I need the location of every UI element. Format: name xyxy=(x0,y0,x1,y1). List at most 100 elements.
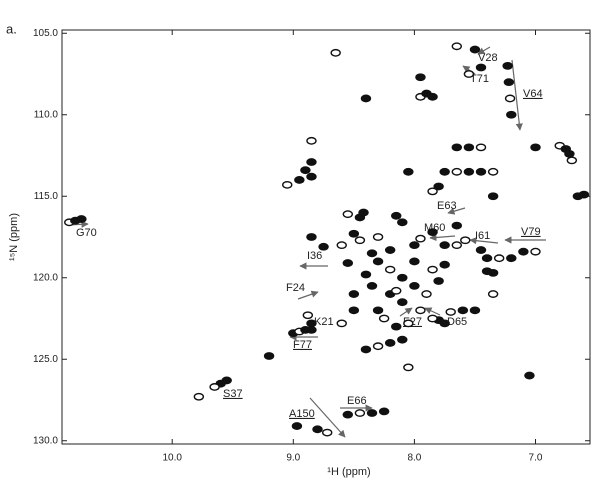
peak xyxy=(360,94,372,103)
peak xyxy=(306,172,317,181)
peak xyxy=(354,213,366,222)
peak xyxy=(475,63,487,72)
y-tick-label: 115.0 xyxy=(34,191,59,202)
peak xyxy=(433,182,444,191)
peak xyxy=(451,143,462,152)
peak-label: F77 xyxy=(293,339,312,351)
peak xyxy=(336,319,347,328)
x-tick-label: 7.0 xyxy=(529,453,543,464)
shift-arrows xyxy=(66,46,546,438)
peak xyxy=(409,281,420,290)
peak xyxy=(348,290,360,298)
peak xyxy=(457,306,469,315)
peak xyxy=(306,326,317,334)
peak-label: V64 xyxy=(523,88,543,100)
peak xyxy=(451,221,462,230)
peak xyxy=(360,270,372,279)
peak xyxy=(76,215,87,223)
peak xyxy=(463,70,475,78)
peak xyxy=(354,236,366,245)
peak xyxy=(409,257,420,266)
peak xyxy=(372,233,384,241)
peak xyxy=(397,298,408,307)
peak-label: E66 xyxy=(347,395,367,407)
peak xyxy=(294,176,305,184)
peak xyxy=(391,211,402,220)
peak xyxy=(291,422,303,430)
peak xyxy=(372,342,384,351)
y-tick-label: 120.0 xyxy=(33,272,58,283)
peak xyxy=(503,78,515,87)
peak xyxy=(282,180,293,189)
peak xyxy=(378,407,390,416)
y-axis-title: ¹⁵N (ppm) xyxy=(8,213,20,261)
peak xyxy=(451,167,462,176)
peak xyxy=(306,136,317,145)
peak xyxy=(439,241,450,250)
peak xyxy=(439,260,450,269)
peak xyxy=(421,290,432,298)
peak xyxy=(445,308,456,316)
peak xyxy=(354,409,366,417)
x-tick-label: 10.0 xyxy=(162,453,182,464)
peak xyxy=(487,290,499,298)
peak xyxy=(463,143,475,152)
peak xyxy=(530,247,541,256)
peak-label: E63 xyxy=(437,200,457,212)
peak xyxy=(504,94,516,103)
peak xyxy=(439,167,450,176)
peak xyxy=(506,254,517,263)
peak xyxy=(384,246,396,254)
panel-label: a. xyxy=(6,21,17,36)
peak xyxy=(397,273,408,282)
peak-label: V79 xyxy=(521,226,541,238)
x-tick-label: 8.0 xyxy=(407,453,421,464)
y-tick-label: 110.0 xyxy=(34,109,59,120)
peak xyxy=(342,410,353,419)
peak xyxy=(391,322,402,331)
peak-label: T71 xyxy=(470,73,489,85)
peak xyxy=(322,428,333,437)
peak-label: F24 xyxy=(286,282,305,294)
peak xyxy=(306,158,317,166)
peak xyxy=(475,246,487,254)
peak xyxy=(360,345,372,354)
peak xyxy=(460,236,471,245)
peak xyxy=(318,242,329,251)
peak-label: S37 xyxy=(223,388,243,400)
peak xyxy=(451,241,462,250)
peak xyxy=(397,335,408,344)
y-tick-label: 130.0 xyxy=(33,435,58,446)
peak xyxy=(403,319,414,328)
peak xyxy=(366,281,378,290)
peak xyxy=(409,241,420,250)
peak-label: I61 xyxy=(475,230,490,242)
x-axis-title: ¹H (ppm) xyxy=(327,466,370,478)
peak xyxy=(487,167,499,176)
peak xyxy=(481,254,493,263)
peak-label: A150 xyxy=(289,408,315,420)
peak xyxy=(469,306,481,315)
peak xyxy=(427,187,438,196)
peak xyxy=(427,228,438,237)
peak xyxy=(342,259,353,267)
peak xyxy=(384,265,396,274)
peak xyxy=(433,277,444,285)
peak xyxy=(306,319,317,328)
peak xyxy=(330,48,341,57)
peak xyxy=(263,352,275,360)
peak xyxy=(530,143,541,152)
plot-frame xyxy=(61,29,591,445)
peak xyxy=(391,286,402,295)
peak xyxy=(487,192,499,201)
peak xyxy=(502,61,513,70)
peak xyxy=(378,314,390,323)
peak xyxy=(415,234,426,243)
peak xyxy=(306,233,317,241)
peak xyxy=(427,92,438,101)
peak xyxy=(469,45,481,54)
peak xyxy=(372,257,384,266)
peak xyxy=(463,167,475,176)
peak xyxy=(451,42,462,51)
